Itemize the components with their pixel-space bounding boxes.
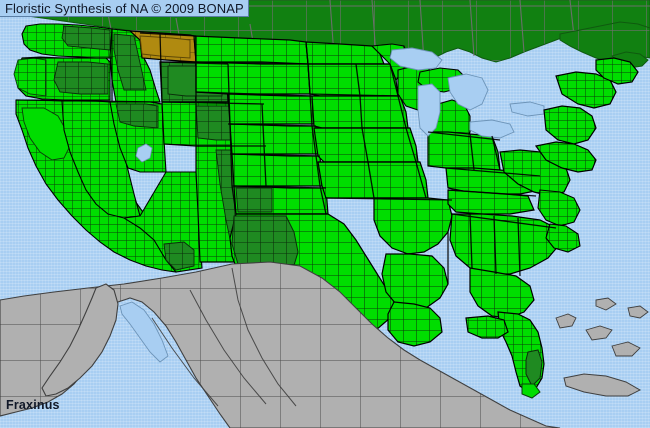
southeast-counties [373, 167, 561, 347]
mexico-region [0, 261, 649, 428]
florida-counties [465, 311, 545, 399]
map-title-plate: Floristic Synthesis of NA © 2009 BONAP [0, 0, 249, 17]
pacific-northwest-counties [13, 23, 113, 101]
northeast-counties [499, 57, 639, 197]
great-basin-counties [61, 100, 203, 273]
lake-erie [469, 119, 515, 139]
lake-huron [447, 73, 489, 111]
lake-superior [389, 47, 443, 71]
map-title-text: Floristic Synthesis of NA © 2009 BONAP [5, 0, 244, 16]
great-plains-counties [193, 35, 329, 215]
great-lakes-states [370, 43, 545, 171]
canada-maritimes [559, 21, 650, 69]
lake-michigan [417, 83, 441, 137]
lake-ontario [509, 101, 545, 117]
state-boundaries [15, 29, 557, 284]
coastal-fill [537, 189, 581, 253]
taxon-name-label: Fraxinus [6, 398, 60, 412]
